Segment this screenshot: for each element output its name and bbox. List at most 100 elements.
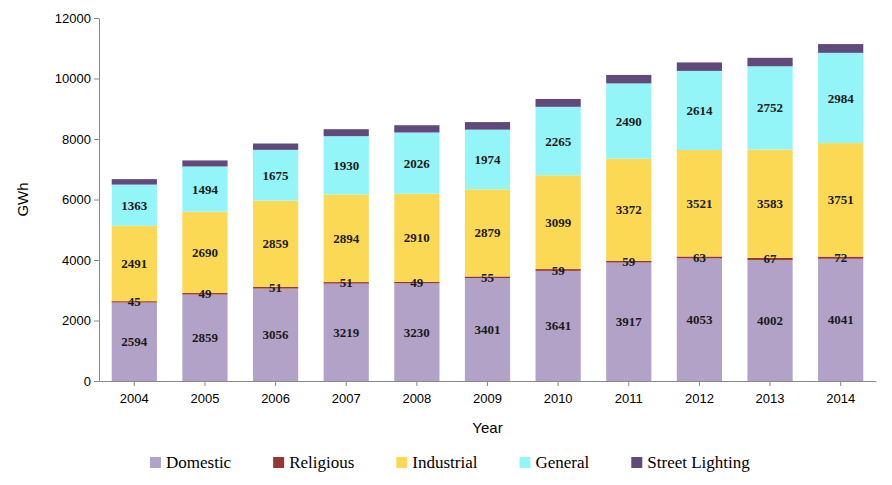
x-tick-label: 2009 <box>473 391 502 406</box>
data-label: 3372 <box>616 202 642 217</box>
bar-segment <box>253 144 298 150</box>
data-label: 2984 <box>828 91 855 106</box>
data-label: 3583 <box>757 196 784 211</box>
data-label: 2490 <box>616 114 642 129</box>
data-label: 1930 <box>333 158 359 173</box>
x-tick: 2004 <box>120 381 149 406</box>
data-label: 2265 <box>545 134 572 149</box>
bar-segment <box>324 284 369 381</box>
data-label: 72 <box>834 250 847 265</box>
data-label: 4002 <box>757 313 783 328</box>
x-tick: 2008 <box>402 381 431 406</box>
x-tick-mark <box>416 381 417 386</box>
y-axis-line <box>99 19 100 382</box>
bar-segment <box>394 194 439 282</box>
x-tick-label: 2013 <box>756 391 785 406</box>
bar-segment <box>606 83 651 158</box>
bar-segment <box>394 283 439 381</box>
data-label: 1675 <box>263 168 290 183</box>
x-tick-label: 2005 <box>190 391 219 406</box>
legend-item: Domestic <box>150 453 232 472</box>
data-label: 2894 <box>333 231 360 246</box>
data-label: 1363 <box>121 198 148 213</box>
x-tick-label: 2006 <box>261 391 290 406</box>
data-label: 3641 <box>545 318 571 333</box>
y-tick-mark <box>94 18 99 19</box>
legend-swatch <box>519 457 530 468</box>
data-label: 55 <box>481 270 495 285</box>
x-tick-mark <box>134 381 135 386</box>
y-tick-label: 6000 <box>62 192 91 207</box>
legend-swatch <box>631 457 642 468</box>
data-label: 3917 <box>616 314 643 329</box>
data-label: 2026 <box>404 156 431 171</box>
bar-segment <box>747 66 792 149</box>
legend-label: Street Lighting <box>647 453 750 472</box>
data-label: 1494 <box>192 182 219 197</box>
legend-label: Domestic <box>166 453 232 472</box>
bar-segment <box>465 130 510 190</box>
data-label: 1974 <box>475 152 502 167</box>
bar-segment <box>536 271 581 381</box>
data-label: 3099 <box>545 215 572 230</box>
legend-label: General <box>535 453 589 472</box>
bar-segment <box>112 303 157 381</box>
bar-segment <box>324 136 369 194</box>
y-tick-mark <box>94 200 99 201</box>
bar-segment <box>324 129 369 136</box>
data-label: 2752 <box>757 100 783 115</box>
data-label: 2690 <box>192 245 218 260</box>
legend-swatch <box>396 457 407 468</box>
bar-segment <box>112 185 157 226</box>
data-label: 59 <box>552 263 566 278</box>
legend: DomesticReligiousIndustrialGeneralStreet… <box>150 453 750 472</box>
data-label: 3521 <box>686 196 712 211</box>
x-tick-label: 2012 <box>685 391 714 406</box>
legend-swatch <box>150 457 161 468</box>
y-tick-mark <box>94 321 99 322</box>
data-label: 3401 <box>475 322 501 337</box>
data-label: 2879 <box>475 225 502 240</box>
y-tick-label: 4000 <box>62 253 91 268</box>
x-tick-mark <box>628 381 629 386</box>
data-label: 51 <box>340 275 353 290</box>
x-tick-mark <box>699 381 700 386</box>
data-label: 63 <box>693 250 707 265</box>
x-tick: 2013 <box>756 381 785 406</box>
data-label: 4041 <box>828 312 854 327</box>
data-label: 4053 <box>686 312 713 327</box>
y-tick: 2000 <box>62 313 99 328</box>
data-label: 49 <box>410 275 424 290</box>
bar-segment <box>253 150 298 201</box>
x-tick-mark <box>558 381 559 386</box>
data-label: 2910 <box>404 230 430 245</box>
y-tick: 4000 <box>62 253 99 268</box>
bar-segment <box>747 58 792 66</box>
bar-segment <box>394 125 439 132</box>
data-label: 3056 <box>263 327 290 342</box>
x-axis: 2004200520062007200820092010201120122013… <box>100 381 877 406</box>
x-tick: 2009 <box>473 381 502 406</box>
plot: 2594285930563219323034013641391740534002… <box>55 11 877 407</box>
data-label: 67 <box>764 251 778 266</box>
x-tick: 2011 <box>615 381 643 406</box>
x-tick: 2012 <box>685 381 714 406</box>
data-label: 51 <box>269 280 282 295</box>
bar-segment <box>112 226 157 301</box>
x-tick-label: 2014 <box>826 391 855 406</box>
y-tick: 12000 <box>55 11 99 26</box>
x-tick-mark <box>487 381 488 386</box>
y-tick-mark <box>94 381 99 382</box>
bar-segment <box>182 160 227 166</box>
bar-segment <box>536 107 581 176</box>
y-tick-label: 10000 <box>55 71 91 86</box>
bar-segment <box>818 143 863 256</box>
y-tick-label: 2000 <box>62 313 91 328</box>
y-tick-label: 12000 <box>55 11 91 26</box>
bar-segment <box>465 189 510 276</box>
bar-segment <box>818 44 863 53</box>
legend-item: Industrial <box>396 453 477 472</box>
data-label: 2491 <box>121 256 147 271</box>
bar-segment <box>182 166 227 211</box>
bar-segment <box>747 150 792 258</box>
